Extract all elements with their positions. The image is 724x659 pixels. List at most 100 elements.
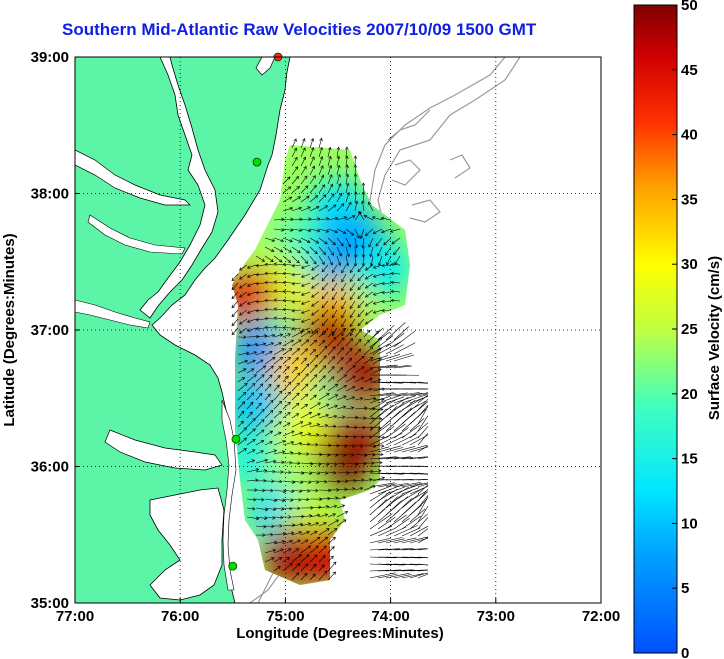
vector-head bbox=[297, 196, 301, 200]
vector-head bbox=[321, 277, 326, 282]
current-vector bbox=[300, 147, 306, 158]
current-vector bbox=[349, 318, 356, 327]
vector-head bbox=[334, 229, 338, 234]
current-vector bbox=[264, 384, 272, 392]
current-vector bbox=[362, 237, 365, 248]
vector-head bbox=[340, 357, 344, 361]
current-vector bbox=[363, 426, 373, 429]
current-vector bbox=[291, 572, 300, 581]
current-vector bbox=[282, 309, 293, 311]
current-vector bbox=[382, 264, 392, 267]
vector-head bbox=[261, 497, 265, 502]
current-vector bbox=[377, 548, 400, 551]
albemarle-sound bbox=[104, 429, 223, 471]
current-vector bbox=[311, 282, 320, 289]
vector-head bbox=[342, 327, 346, 332]
vector-head bbox=[389, 229, 394, 233]
vector-head bbox=[355, 415, 359, 420]
landmass bbox=[75, 57, 291, 603]
current-vector bbox=[349, 264, 356, 273]
current-vector bbox=[264, 498, 277, 502]
vector-head bbox=[296, 259, 300, 264]
vector-head bbox=[286, 422, 291, 426]
y-tick-label: 39:00 bbox=[31, 49, 69, 66]
vector-head bbox=[349, 314, 353, 319]
current-vector bbox=[239, 318, 248, 325]
current-vector bbox=[345, 338, 353, 347]
vector-head bbox=[313, 384, 318, 388]
current-vector bbox=[369, 572, 396, 579]
current-vector bbox=[282, 507, 292, 510]
vector-head bbox=[359, 235, 364, 239]
vector-head bbox=[292, 523, 296, 527]
current-vector bbox=[409, 572, 429, 579]
radar-station-marker bbox=[231, 434, 241, 444]
current-vector bbox=[381, 228, 392, 233]
vector-head bbox=[325, 471, 329, 475]
current-vector bbox=[327, 366, 335, 374]
vector-head bbox=[278, 431, 282, 435]
vector-head bbox=[381, 476, 386, 480]
current-vector bbox=[345, 462, 358, 465]
current-vector bbox=[385, 352, 412, 362]
vector-head bbox=[343, 519, 347, 523]
vector-head bbox=[304, 348, 308, 352]
current-vector bbox=[300, 498, 310, 500]
current-vector bbox=[369, 364, 396, 369]
vector-head bbox=[281, 450, 286, 454]
delaware-bay bbox=[255, 57, 276, 76]
current-vector bbox=[372, 379, 381, 383]
vector-head bbox=[293, 147, 298, 152]
vector-head bbox=[390, 271, 394, 276]
current-vector bbox=[318, 425, 328, 428]
current-vector bbox=[369, 482, 395, 488]
vector-head bbox=[334, 216, 339, 221]
current-vector bbox=[309, 354, 319, 365]
current-vector bbox=[318, 330, 327, 338]
current-vector bbox=[255, 459, 268, 464]
current-vector bbox=[332, 318, 338, 327]
vector-head bbox=[249, 401, 254, 406]
vector-head bbox=[282, 280, 286, 285]
vector-head bbox=[336, 155, 341, 160]
vector-head bbox=[246, 292, 251, 296]
vector-head bbox=[341, 278, 345, 283]
current-vector bbox=[327, 376, 335, 383]
vector-head bbox=[278, 259, 283, 263]
vector-head bbox=[337, 164, 341, 169]
vector-head bbox=[353, 182, 358, 186]
vector-head bbox=[259, 383, 264, 387]
vector-head bbox=[381, 263, 385, 268]
vector-head bbox=[298, 441, 303, 446]
current-vector bbox=[291, 166, 298, 176]
current-vector bbox=[255, 429, 265, 437]
vector-head bbox=[367, 201, 372, 206]
current-vector bbox=[332, 282, 338, 291]
current-vector bbox=[318, 480, 327, 483]
current-vector bbox=[354, 355, 365, 365]
current-vector bbox=[273, 356, 283, 365]
current-vector bbox=[345, 480, 357, 482]
vector-head bbox=[307, 330, 311, 335]
vector-head bbox=[272, 516, 276, 520]
vector-head bbox=[296, 372, 301, 376]
current-vector bbox=[363, 346, 374, 356]
vector-head bbox=[341, 337, 345, 341]
vector-head bbox=[381, 444, 385, 448]
current-vector bbox=[264, 541, 277, 545]
vector-head bbox=[280, 515, 284, 520]
current-vector bbox=[385, 412, 407, 432]
vector-head bbox=[333, 561, 337, 566]
current-vector bbox=[372, 417, 382, 420]
vector-head bbox=[281, 460, 285, 465]
vector-head bbox=[311, 321, 315, 325]
current-vector bbox=[246, 351, 257, 356]
current-vector bbox=[321, 309, 329, 317]
current-vector bbox=[393, 400, 416, 418]
current-vector bbox=[273, 411, 282, 419]
vector-head bbox=[299, 217, 303, 222]
current-vector bbox=[409, 456, 429, 460]
vector-head bbox=[307, 522, 312, 526]
vector-head bbox=[246, 301, 251, 305]
current-vector bbox=[369, 400, 386, 411]
